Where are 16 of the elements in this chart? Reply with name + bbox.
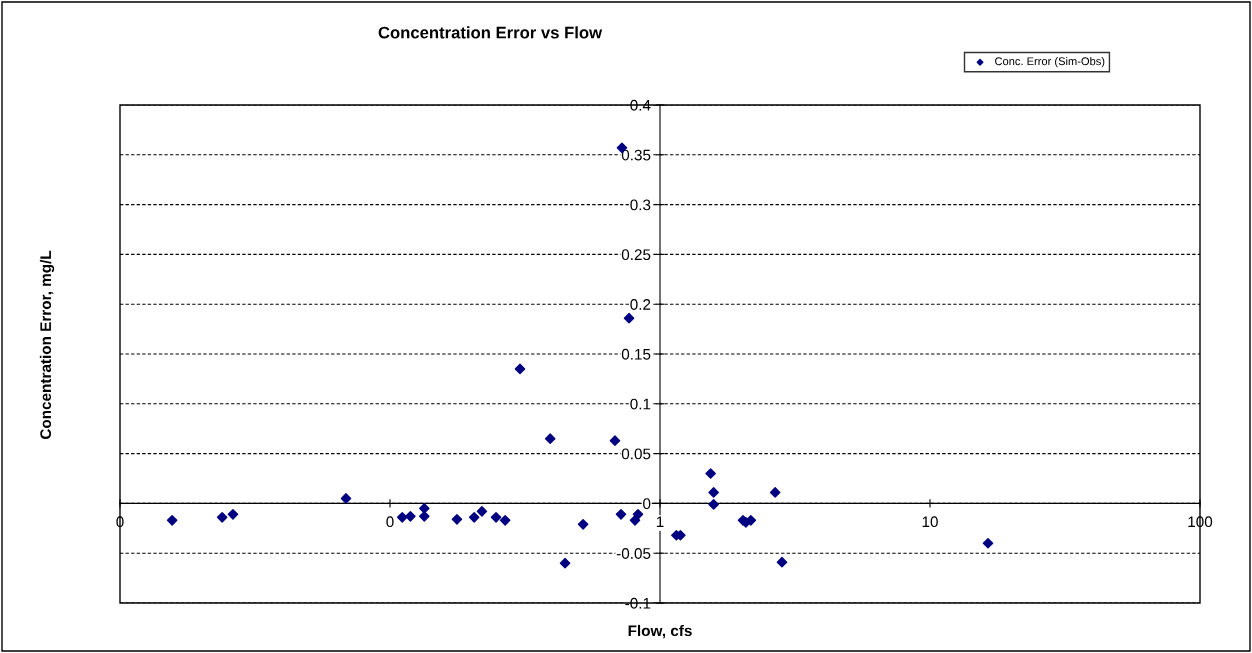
y-axis-title: Concentration Error, mg/L	[39, 250, 55, 440]
y-tick-label: 0	[643, 498, 651, 510]
y-tick-label: -0.05	[616, 548, 651, 559]
legend-label: Conc. Error (Sim-Obs)	[995, 57, 1105, 68]
x-tick-label: 1	[656, 516, 664, 527]
x-axis-title: Flow, cfs	[628, 624, 692, 639]
x-tick-label: 10	[922, 516, 938, 528]
x-tick-label: 0	[386, 516, 394, 528]
y-tick-label: 0.25	[621, 249, 651, 261]
y-tick-label: 0.2	[630, 299, 651, 310]
y-tick-label: 0.15	[621, 348, 651, 360]
chart-title: Concentration Error vs Flow	[378, 26, 603, 39]
y-tick-label: 0.3	[630, 199, 651, 211]
y-tick-label: 0.35	[621, 149, 651, 161]
y-tick-label: 0.1	[630, 398, 651, 410]
y-tick-label: 0.05	[621, 448, 651, 460]
